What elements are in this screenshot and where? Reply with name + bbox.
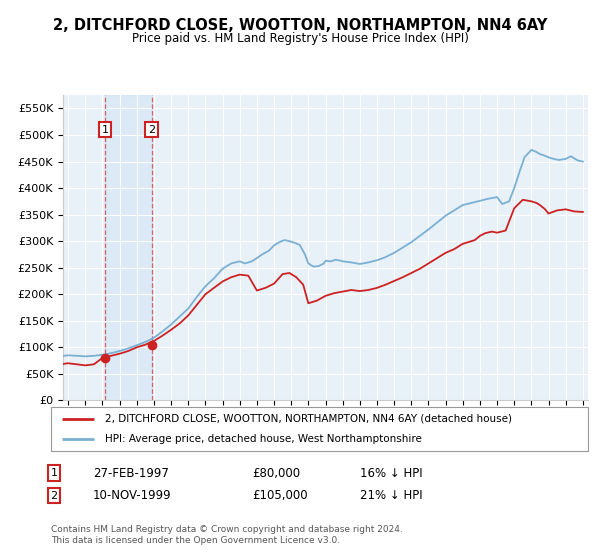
Text: 2, DITCHFORD CLOSE, WOOTTON, NORTHAMPTON, NN4 6AY (detached house): 2, DITCHFORD CLOSE, WOOTTON, NORTHAMPTON… bbox=[105, 414, 512, 424]
Text: 27-FEB-1997: 27-FEB-1997 bbox=[93, 466, 169, 480]
Text: 2: 2 bbox=[50, 491, 58, 501]
Text: 1: 1 bbox=[101, 125, 109, 135]
Text: 2, DITCHFORD CLOSE, WOOTTON, NORTHAMPTON, NN4 6AY: 2, DITCHFORD CLOSE, WOOTTON, NORTHAMPTON… bbox=[53, 18, 547, 34]
Text: HPI: Average price, detached house, West Northamptonshire: HPI: Average price, detached house, West… bbox=[105, 434, 422, 444]
Text: 21% ↓ HPI: 21% ↓ HPI bbox=[360, 489, 422, 502]
Text: 16% ↓ HPI: 16% ↓ HPI bbox=[360, 466, 422, 480]
Bar bbox=[105, 95, 152, 400]
Text: 1: 1 bbox=[50, 468, 58, 478]
Text: 10-NOV-1999: 10-NOV-1999 bbox=[93, 489, 172, 502]
Text: 2: 2 bbox=[148, 125, 155, 135]
Text: £80,000: £80,000 bbox=[252, 466, 300, 480]
Text: £105,000: £105,000 bbox=[252, 489, 308, 502]
Text: Price paid vs. HM Land Registry's House Price Index (HPI): Price paid vs. HM Land Registry's House … bbox=[131, 32, 469, 45]
FancyBboxPatch shape bbox=[51, 407, 588, 451]
Text: Contains HM Land Registry data © Crown copyright and database right 2024.
This d: Contains HM Land Registry data © Crown c… bbox=[51, 525, 403, 545]
